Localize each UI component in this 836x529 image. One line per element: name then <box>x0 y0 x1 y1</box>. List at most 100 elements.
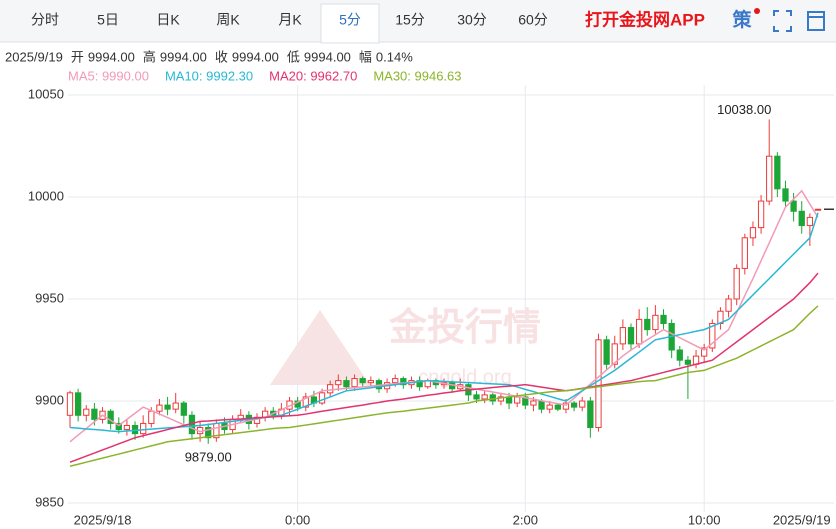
tab[interactable]: 周K <box>216 12 240 28</box>
tab[interactable]: 15分 <box>395 12 425 28</box>
candle-body <box>595 339 602 429</box>
x-tick-label: 2:00 <box>513 512 538 527</box>
candle-body <box>91 408 98 420</box>
candle-body <box>522 396 529 406</box>
candle-body <box>611 343 618 365</box>
watermark-logo <box>270 310 370 385</box>
x-tick-label: 2025/9/19 <box>773 512 831 527</box>
candle-body <box>473 394 480 400</box>
candle-body <box>733 267 740 300</box>
strategy-icon[interactable]: 策 <box>732 8 752 31</box>
max-label: 10038.00 <box>717 102 771 117</box>
candle-body <box>554 404 561 410</box>
legend-entry: MA20: 9962.70 <box>269 68 357 83</box>
candle-body <box>164 404 171 410</box>
ma-line <box>69 305 819 468</box>
tab[interactable]: 日K <box>156 12 180 28</box>
candle-body <box>392 378 399 384</box>
min-label: 9879.00 <box>185 449 232 464</box>
candle-body <box>603 339 610 365</box>
tab[interactable]: 30分 <box>457 12 487 28</box>
toolbar-bg <box>0 0 836 42</box>
info-date: 2025/9/19 <box>5 49 63 64</box>
candle-body <box>530 400 537 406</box>
candle-body <box>619 327 627 345</box>
tab[interactable]: 月K <box>278 12 302 28</box>
candle-body <box>684 359 692 365</box>
y-tick-label: 10000 <box>28 188 64 203</box>
candle-body <box>205 427 212 439</box>
candle-body <box>587 400 594 429</box>
candle-body <box>172 402 179 410</box>
candle-body <box>635 318 643 345</box>
candle-body <box>367 380 374 384</box>
candle-body <box>741 237 748 269</box>
y-tick-label: 9900 <box>35 392 64 407</box>
legend-entry: MA10: 9992.30 <box>165 68 253 83</box>
candle-body <box>335 380 342 386</box>
candle-body <box>774 155 781 190</box>
y-tick-label: 9850 <box>35 494 64 509</box>
ma-line <box>69 189 819 443</box>
candle-body <box>701 347 708 357</box>
candle-body <box>489 394 496 402</box>
tab[interactable]: 5日 <box>97 12 119 28</box>
candle-body <box>66 392 74 416</box>
window-icon[interactable] <box>807 11 825 31</box>
candle-body <box>180 402 187 416</box>
candle-body <box>416 380 423 388</box>
legend-entry: MA5: 9990.00 <box>68 68 149 83</box>
candle-body <box>725 298 732 312</box>
x-tick-label: 0:00 <box>285 512 310 527</box>
candle-body <box>140 422 147 435</box>
candle-body <box>814 208 822 211</box>
candle-body <box>644 318 651 331</box>
app-link[interactable]: 打开金投网APP <box>585 9 705 29</box>
candle-body <box>148 410 155 424</box>
candle-body <box>115 422 122 431</box>
watermark-site: cngold.org <box>418 366 511 388</box>
info-value: 9994.00 <box>88 49 135 64</box>
ma-line <box>69 212 819 433</box>
notify-dot <box>754 8 760 14</box>
x-tick-label: 2025/9/18 <box>74 512 132 527</box>
candle-body <box>757 200 765 229</box>
candle-body <box>351 378 358 388</box>
tab-selected-bg <box>320 3 380 44</box>
candle-body <box>514 396 521 404</box>
watermark-brand: 金投行情 <box>388 306 541 349</box>
candle-body <box>749 227 757 239</box>
x-tick-label: 10:00 <box>688 512 721 527</box>
tab[interactable]: 5分 <box>339 12 361 28</box>
candle-body <box>570 402 578 408</box>
info-label: 高 <box>143 49 156 64</box>
candle-body <box>327 384 334 394</box>
info-label: 开 <box>71 49 84 64</box>
candle-body <box>318 392 326 404</box>
candle-body <box>790 200 797 212</box>
candle-body <box>652 314 659 331</box>
y-tick-label: 10050 <box>28 86 64 101</box>
candle-body <box>782 188 789 202</box>
info-label: 收 <box>215 49 228 64</box>
candle-body <box>83 408 90 416</box>
tab[interactable]: 60分 <box>518 12 548 28</box>
candle-body <box>481 394 488 400</box>
candle-body <box>709 322 716 349</box>
candle-body <box>343 380 350 388</box>
candle-body <box>562 402 570 410</box>
candle-body <box>156 404 163 412</box>
tab[interactable]: 分时 <box>31 12 59 28</box>
candle-body <box>627 327 635 345</box>
candle-body <box>123 424 131 431</box>
candle-body <box>798 210 805 227</box>
candle-body <box>302 396 309 408</box>
watermark: 金投行情 cngold.org <box>270 306 541 388</box>
candle-body <box>676 349 683 361</box>
info-value: 9994.00 <box>232 49 279 64</box>
y-tick-label: 9950 <box>35 290 64 305</box>
candle-body <box>74 392 82 416</box>
candle-body <box>806 216 814 227</box>
fullscreen-icon[interactable] <box>773 10 792 32</box>
